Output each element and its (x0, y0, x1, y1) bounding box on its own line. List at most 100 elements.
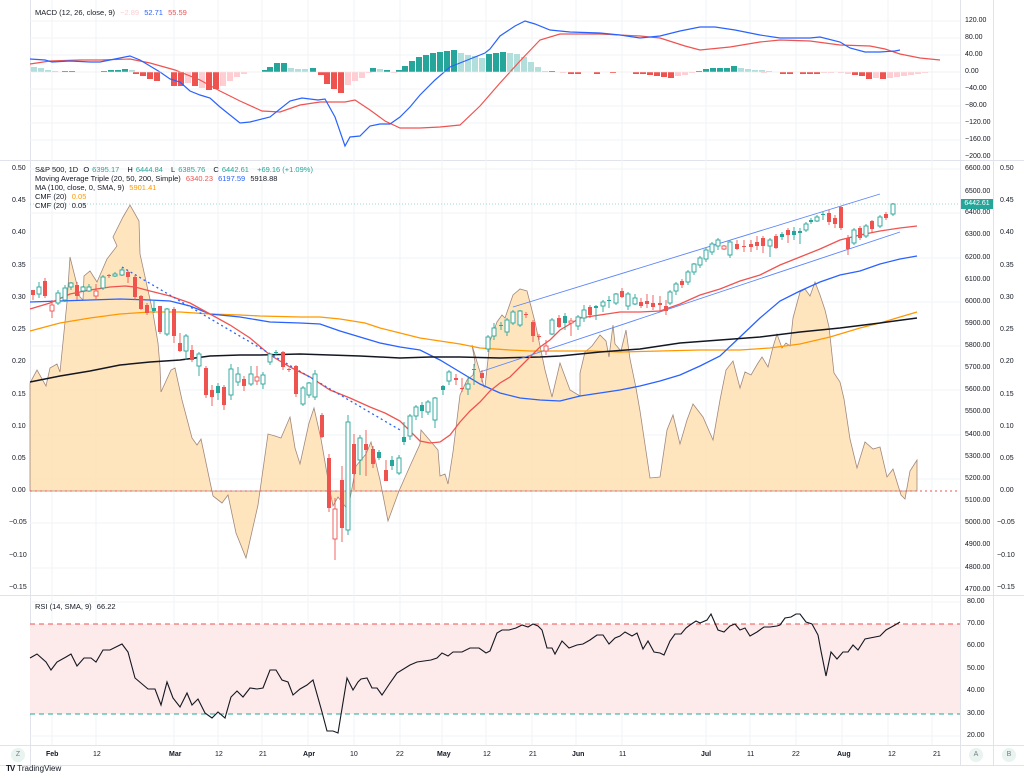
price-axis-tick: 5400.00 (965, 431, 991, 438)
cmf1-title: CMF (20) (35, 192, 67, 201)
time-axis-label: Feb (46, 751, 59, 758)
price-axis-tick: 6400.00 (965, 209, 991, 216)
open-label: O (83, 165, 90, 174)
price-axis-tick: 4700.00 (965, 586, 991, 593)
cmf2-value: 0.05 (71, 201, 87, 210)
ma100-line (29, 311, 918, 353)
last-price-tag: 6442.61 (961, 199, 993, 209)
low-label: L (171, 165, 176, 174)
high-label: H (127, 165, 133, 174)
main-legend: S&P 500, 1D O 6395.17 H 6444.84 L 6385.76 C… (35, 165, 316, 210)
macd-axis-tick: 120.00 (965, 17, 987, 24)
tradingview-logo-text: TradingView (17, 764, 62, 773)
price-axis-tick: 6500.00 (965, 188, 991, 195)
time-axis-label: 11 (747, 751, 755, 758)
auto-scale-button-b[interactable]: B (1002, 748, 1016, 762)
change-value: +69.16 (+1.09%) (257, 165, 313, 174)
macd-legend[interactable]: MACD (12, 26, close, 9) −2.89 52.71 55.5… (35, 8, 190, 17)
cmf-left-axis-tick: 0.45 (12, 197, 26, 204)
cmf-axis-tick: 0.00 (1000, 487, 1014, 494)
channel-lower-line (479, 231, 901, 373)
time-axis-label: 12 (483, 751, 491, 758)
time-axis-label: 21 (529, 751, 537, 758)
cmf-left-axis-tick: 0.40 (12, 229, 26, 236)
rsi-value: 66.22 (96, 602, 116, 611)
macd-line (29, 20, 901, 148)
price-axis-tick: 4900.00 (965, 541, 991, 548)
price-axis-tick: 6200.00 (965, 254, 991, 261)
time-axis-label: 12 (93, 751, 101, 758)
cmf-axis-tick: 0.25 (1000, 326, 1014, 333)
rsi-axis-tick: 70.00 (967, 620, 985, 627)
cmf-left-axis-tick: −0.10 (9, 552, 27, 559)
symbol-legend-row[interactable]: S&P 500, 1D O 6395.17 H 6444.84 L 6385.76 C… (35, 165, 316, 174)
cmf1-legend-row[interactable]: CMF (20) 0.05 (35, 192, 316, 201)
rsi-title: RSI (14, SMA, 9) (35, 602, 92, 611)
downtrend-line (121, 266, 401, 431)
macd-axis-tick: −40.00 (965, 85, 987, 92)
time-axis-label: Aug (837, 751, 851, 758)
ma-triple-legend-row[interactable]: Moving Average Triple (20, 50, 200, Simp… (35, 174, 316, 183)
macd-title: MACD (12, 26, close, 9) (35, 8, 116, 17)
cmf-left-axis-tick: 0.10 (12, 423, 26, 430)
ma100-legend-row[interactable]: MA (100, close, 0, SMA, 9) 5901.41 (35, 183, 316, 192)
zoom-toggle-button[interactable]: Z (11, 748, 25, 762)
ma20-line (29, 225, 918, 444)
price-axis-tick: 5300.00 (965, 453, 991, 460)
price-axis-tick: 5200.00 (965, 475, 991, 482)
cmf-axis-tick: 0.40 (1000, 229, 1014, 236)
macd-axis-tick: 0.00 (965, 68, 979, 75)
ma200-value: 5918.88 (250, 174, 278, 183)
time-axis-label: May (437, 751, 451, 758)
cmf1-value: 0.05 (71, 192, 87, 201)
rsi-axis-tick: 50.00 (967, 665, 985, 672)
cmf-axis-tick: 0.20 (1000, 358, 1014, 365)
high-value: 6444.84 (135, 165, 163, 174)
ma50-value: 6197.59 (218, 174, 246, 183)
cmf-left-axis-tick: 0.35 (12, 262, 26, 269)
time-axis-label: 12 (888, 751, 896, 758)
auto-scale-button-a[interactable]: A (969, 748, 983, 762)
price-axis-tick: 5900.00 (965, 320, 991, 327)
cmf-axis-tick: −0.15 (997, 584, 1015, 591)
cmf2-title: CMF (20) (35, 201, 67, 210)
cmf-left-axis-tick: 0.05 (12, 455, 26, 462)
cmf-left-axis-tick: 0.15 (12, 391, 26, 398)
price-axis-tick: 6000.00 (965, 298, 991, 305)
price-axis-tick: 4800.00 (965, 564, 991, 571)
time-axis-label: Jul (701, 751, 712, 758)
symbol-name: S&P 500, 1D (35, 165, 79, 174)
time-axis-label: 11 (619, 751, 627, 758)
ma100-title: MA (100, close, 0, SMA, 9) (35, 183, 125, 192)
low-value: 6385.76 (178, 165, 206, 174)
cmf-left-axis-tick: −0.05 (9, 519, 27, 526)
cmf2-legend-row[interactable]: CMF (20) 0.05 (35, 201, 316, 210)
price-axis-tick: 6300.00 (965, 231, 991, 238)
macd-signal-value: 55.59 (168, 8, 187, 17)
cmf-axis-tick: 0.15 (1000, 391, 1014, 398)
tradingview-logo[interactable]: TV TradingView (6, 764, 61, 773)
ma200-line (29, 317, 918, 383)
price-axis-tick: 5100.00 (965, 497, 991, 504)
cmf-axis-tick: −0.10 (997, 552, 1015, 559)
rsi-axis-tick: 80.00 (967, 598, 985, 605)
rsi-line (29, 612, 901, 734)
cmf-axis-tick: 0.10 (1000, 423, 1014, 430)
rsi-axis-tick: 30.00 (967, 710, 985, 717)
time-axis-label: 12 (215, 751, 223, 758)
cmf-axis-tick: 0.45 (1000, 197, 1014, 204)
time-axis-label: 10 (350, 751, 358, 758)
time-axis-label: 21 (259, 751, 267, 758)
macd-axis-tick: −200.00 (965, 153, 991, 160)
price-axis-tick: 6600.00 (965, 165, 991, 172)
rsi-legend[interactable]: RSI (14, SMA, 9) 66.22 (35, 602, 119, 611)
macd-signal-line (29, 33, 941, 129)
macd-value: 52.71 (144, 8, 163, 17)
ma100-value: 5901.41 (129, 183, 157, 192)
price-axis-tick: 5000.00 (965, 519, 991, 526)
macd-axis-tick: −80.00 (965, 102, 987, 109)
price-axis-tick: 5600.00 (965, 386, 991, 393)
cmf-left-axis-tick: −0.15 (9, 584, 27, 591)
